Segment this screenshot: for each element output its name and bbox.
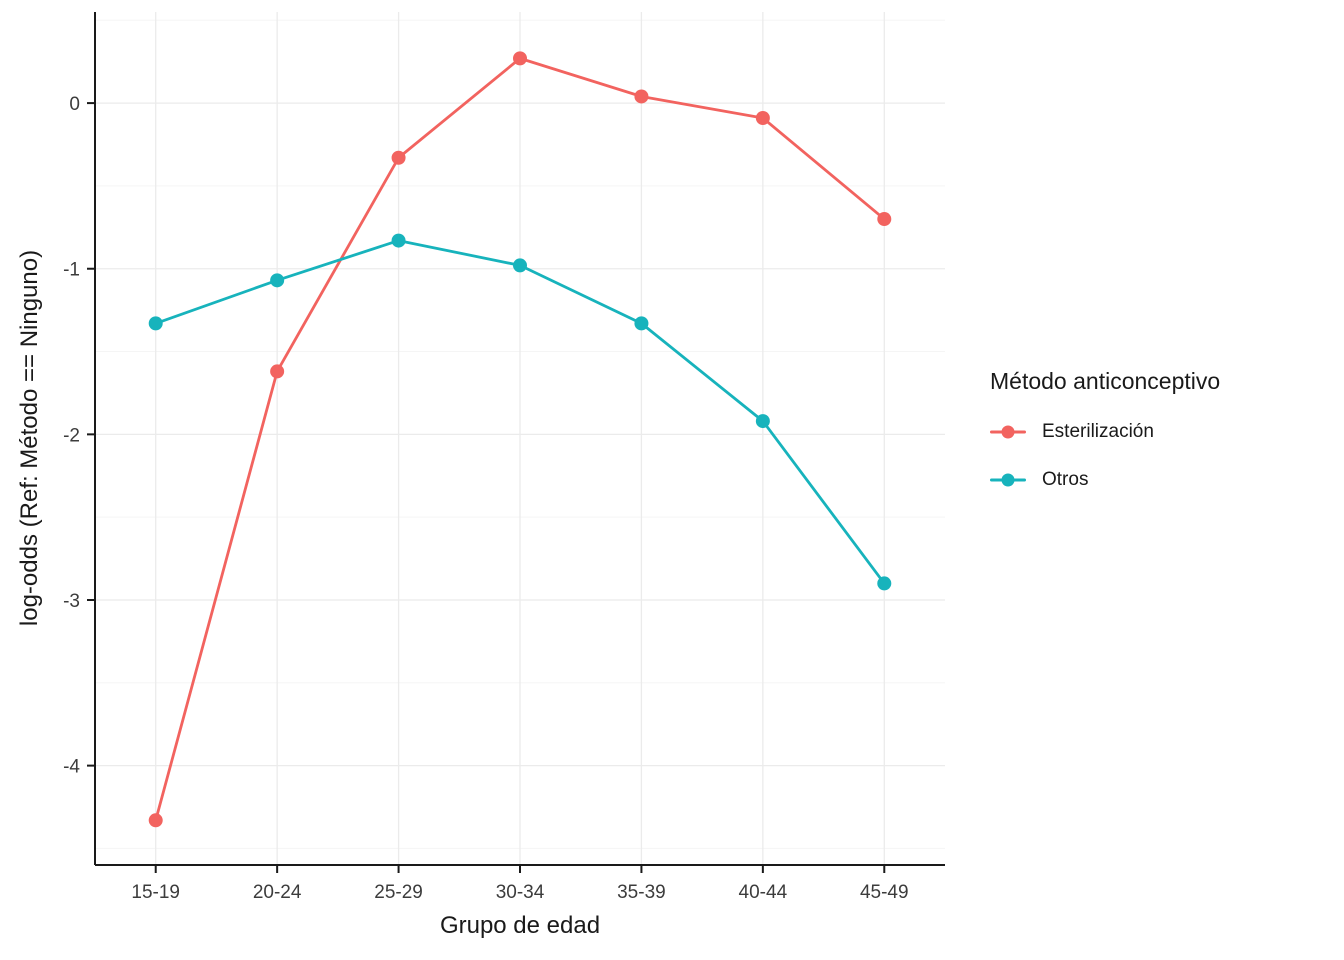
data-point (148, 813, 163, 828)
y-tick-label: -2 (63, 425, 80, 446)
data-point (391, 150, 406, 165)
legend-key-dot-icon (1001, 473, 1015, 487)
legend-key-line-icon (990, 424, 1026, 440)
gridlines (95, 12, 945, 865)
x-tick-label: 20-24 (253, 882, 302, 903)
x-tick-label: 30-34 (496, 882, 545, 903)
legend-entry: Esterilización (990, 421, 1220, 443)
x-tick-label: 35-39 (617, 882, 666, 903)
x-tick-label: 45-49 (860, 882, 909, 903)
legend-label: Esterilización (1042, 421, 1154, 442)
data-point (270, 273, 285, 288)
x-tick-label: 40-44 (739, 882, 788, 903)
legend: Método anticonceptivo Esterilización Otr… (990, 368, 1220, 491)
data-point (513, 51, 527, 66)
data-point (877, 212, 892, 227)
data-point (634, 316, 649, 331)
series-Esterilización (148, 51, 892, 828)
data-point (877, 576, 892, 591)
y-tick-label: 0 (69, 94, 80, 115)
legend-title: Método anticonceptivo (990, 368, 1221, 394)
y-tick-label: -4 (63, 757, 80, 778)
data-point (634, 89, 649, 104)
y-tick-label: -3 (63, 591, 80, 612)
data-point (148, 316, 163, 331)
legend-key-dot-icon (1001, 425, 1015, 439)
data-point (755, 111, 770, 126)
data-point (513, 258, 527, 273)
y-axis-title: log-odds (Ref: Método == Ninguno) (16, 249, 43, 627)
data-point (755, 414, 770, 429)
x-tick-label: 25-29 (374, 882, 423, 903)
y-tick-label: -1 (63, 260, 80, 281)
axes: 0 -1 -2 -3 -4 15-19 20-24 25-29 30-34 35-39 40-44 4… (63, 12, 945, 903)
legend-key-line-icon (990, 472, 1026, 488)
legend-entry: Otros (990, 469, 1220, 491)
x-axis-title: Grupo de edad (439, 912, 601, 939)
series-Otros (148, 233, 892, 591)
data-point (391, 233, 406, 248)
data-point (270, 364, 285, 379)
x-tick-label: 15-19 (131, 882, 180, 903)
legend-label: Otros (1042, 469, 1089, 490)
